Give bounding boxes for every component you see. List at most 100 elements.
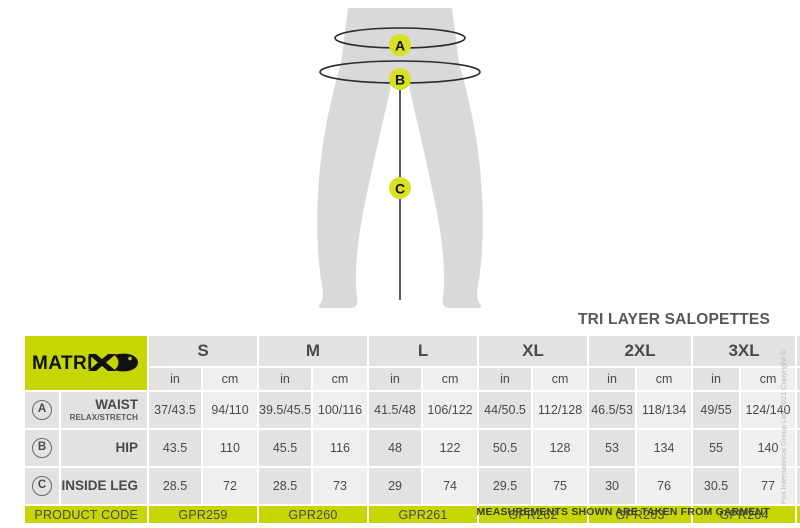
row-label-inside-leg: INSIDE LEG — [61, 468, 147, 504]
table-header-sizes: MATRI S M L XL 2XL 3XL 4XL — [25, 336, 800, 390]
cell-inside-leg-cm-2xl: 76 — [637, 468, 692, 504]
cell-inside-leg-cm-l: 74 — [423, 468, 478, 504]
garment-illustration: A B C — [317, 8, 483, 308]
cell-waist-cm-s: 94/110 — [203, 392, 257, 428]
cell-waist-cm-3xl: 124/140 — [741, 392, 796, 428]
cell-hip-in-3xl: 55 — [693, 430, 740, 466]
cell-hip-in-4xl: 59 — [797, 430, 800, 466]
cell-inside-leg-in-xl: 29.5 — [479, 468, 532, 504]
unit-in-s: in — [149, 368, 201, 390]
unit-cm-s: cm — [203, 368, 257, 390]
cell-hip-cm-2xl: 134 — [637, 430, 692, 466]
unit-in-m: in — [259, 368, 311, 390]
row-label-inside-leg-main: INSIDE LEG — [61, 478, 138, 493]
row-label-hip-main: HIP — [115, 440, 138, 455]
svg-text:B: B — [395, 72, 405, 88]
svg-text:A: A — [395, 38, 405, 54]
unit-cm-m: cm — [313, 368, 368, 390]
size-header-xl: XL — [479, 336, 588, 366]
size-header-2xl: 2XL — [589, 336, 692, 366]
unit-cm-2xl: cm — [637, 368, 692, 390]
cell-waist-in-xl: 44/50.5 — [479, 392, 532, 428]
cell-hip-cm-xl: 128 — [533, 430, 588, 466]
product-code-s: GPR259 — [149, 506, 257, 523]
matrix-fish-logo-icon: MATRI — [32, 353, 138, 374]
unit-cm-3xl: cm — [741, 368, 796, 390]
table-row-product-code: PRODUCT CODE GPR259 GPR260 GPR261 GPR262… — [25, 506, 800, 523]
letter-badge-c: C — [32, 476, 52, 496]
unit-in-l: in — [369, 368, 422, 390]
size-header-s: S — [149, 336, 257, 366]
cell-hip-cm-3xl: 140 — [741, 430, 796, 466]
cell-inside-leg-in-l: 29 — [369, 468, 422, 504]
cell-waist-in-m: 39.5/45.5 — [259, 392, 311, 428]
unit-in-3xl: in — [693, 368, 740, 390]
cell-hip-cm-m: 116 — [313, 430, 368, 466]
page-title: TRI LAYER SALOPETTES — [577, 311, 770, 328]
product-code-m: GPR260 — [259, 506, 368, 523]
product-code-3xl: GPR264 — [693, 506, 796, 523]
cell-inside-leg-cm-3xl: 77 — [741, 468, 796, 504]
cell-hip-cm-s: 110 — [203, 430, 257, 466]
row-label-waist-sub: RELAX/STRETCH — [69, 412, 138, 422]
size-header-3xl: 3XL — [693, 336, 796, 366]
cell-waist-in-4xl: 53/59 — [797, 392, 800, 428]
row-letter-b: B — [25, 430, 59, 466]
cell-inside-leg-in-3xl: 30.5 — [693, 468, 740, 504]
table-row-hip: B HIP 43.5 110 45.5 116 48 122 50.5 128 … — [25, 430, 800, 466]
unit-in-4xl: in — [797, 368, 800, 390]
body-figure-svg: A B C — [317, 8, 483, 308]
size-chart-table: MATRI S M L XL 2XL 3XL 4XL in cm in cm i… — [23, 334, 800, 525]
copyright-text: Fox International Group Ltd. 2021 Copyri… — [779, 350, 788, 504]
cell-waist-in-2xl: 46.5/53 — [589, 392, 636, 428]
size-header-m: M — [259, 336, 368, 366]
product-code-2xl: GPR263 — [589, 506, 692, 523]
product-code-xl: GPR262 — [479, 506, 588, 523]
cell-hip-cm-l: 122 — [423, 430, 478, 466]
row-label-waist: WAIST RELAX/STRETCH — [61, 392, 147, 428]
letter-badge-b: B — [32, 438, 52, 458]
cell-inside-leg-in-s: 28.5 — [149, 468, 201, 504]
cell-waist-cm-2xl: 118/134 — [637, 392, 692, 428]
unit-cm-xl: cm — [533, 368, 588, 390]
cell-waist-in-3xl: 49/55 — [693, 392, 740, 428]
cell-waist-cm-xl: 112/128 — [533, 392, 588, 428]
left-leg-shape — [317, 66, 394, 308]
size-header-l: L — [369, 336, 478, 366]
size-header-4xl: 4XL — [797, 336, 800, 366]
marker-c: C — [389, 177, 411, 199]
cell-hip-in-l: 48 — [369, 430, 422, 466]
cell-hip-in-s: 43.5 — [149, 430, 201, 466]
cell-inside-leg-in-2xl: 30 — [589, 468, 636, 504]
row-label-hip: HIP — [61, 430, 147, 466]
row-label-waist-main: WAIST — [95, 396, 138, 412]
cell-waist-cm-l: 106/122 — [423, 392, 478, 428]
cell-hip-in-xl: 50.5 — [479, 430, 532, 466]
row-letter-c: C — [25, 468, 59, 504]
table-row-waist: A WAIST RELAX/STRETCH 37/43.5 94/110 39.… — [25, 392, 800, 428]
cell-waist-in-l: 41.5/48 — [369, 392, 422, 428]
table-row-inside-leg: C INSIDE LEG 28.5 72 28.5 73 29 74 29.5 … — [25, 468, 800, 504]
cell-inside-leg-cm-xl: 75 — [533, 468, 588, 504]
svg-text:C: C — [395, 181, 405, 197]
svg-text:MATRI: MATRI — [32, 353, 93, 374]
unit-cm-l: cm — [423, 368, 478, 390]
unit-in-2xl: in — [589, 368, 636, 390]
cell-waist-cm-m: 100/116 — [313, 392, 368, 428]
row-letter-a: A — [25, 392, 59, 428]
product-code-l: GPR261 — [369, 506, 478, 523]
letter-badge-a: A — [32, 400, 52, 420]
right-leg-shape — [406, 66, 483, 308]
marker-a: A — [389, 34, 411, 56]
cell-inside-leg-in-m: 28.5 — [259, 468, 311, 504]
measurement-note: MEASUREMENTS SHOWN ARE TAKEN FROM GARMEN… — [476, 506, 770, 518]
unit-in-xl: in — [479, 368, 532, 390]
cell-hip-in-m: 45.5 — [259, 430, 311, 466]
marker-b: B — [389, 68, 411, 90]
product-code-label: PRODUCT CODE — [25, 506, 147, 523]
cell-inside-leg-in-4xl: 31 — [797, 468, 800, 504]
cell-hip-in-2xl: 53 — [589, 430, 636, 466]
table-header-units: in cm in cm in cm in cm in cm in cm in c… — [25, 368, 800, 390]
cell-inside-leg-cm-m: 73 — [313, 468, 368, 504]
cell-inside-leg-cm-s: 72 — [203, 468, 257, 504]
